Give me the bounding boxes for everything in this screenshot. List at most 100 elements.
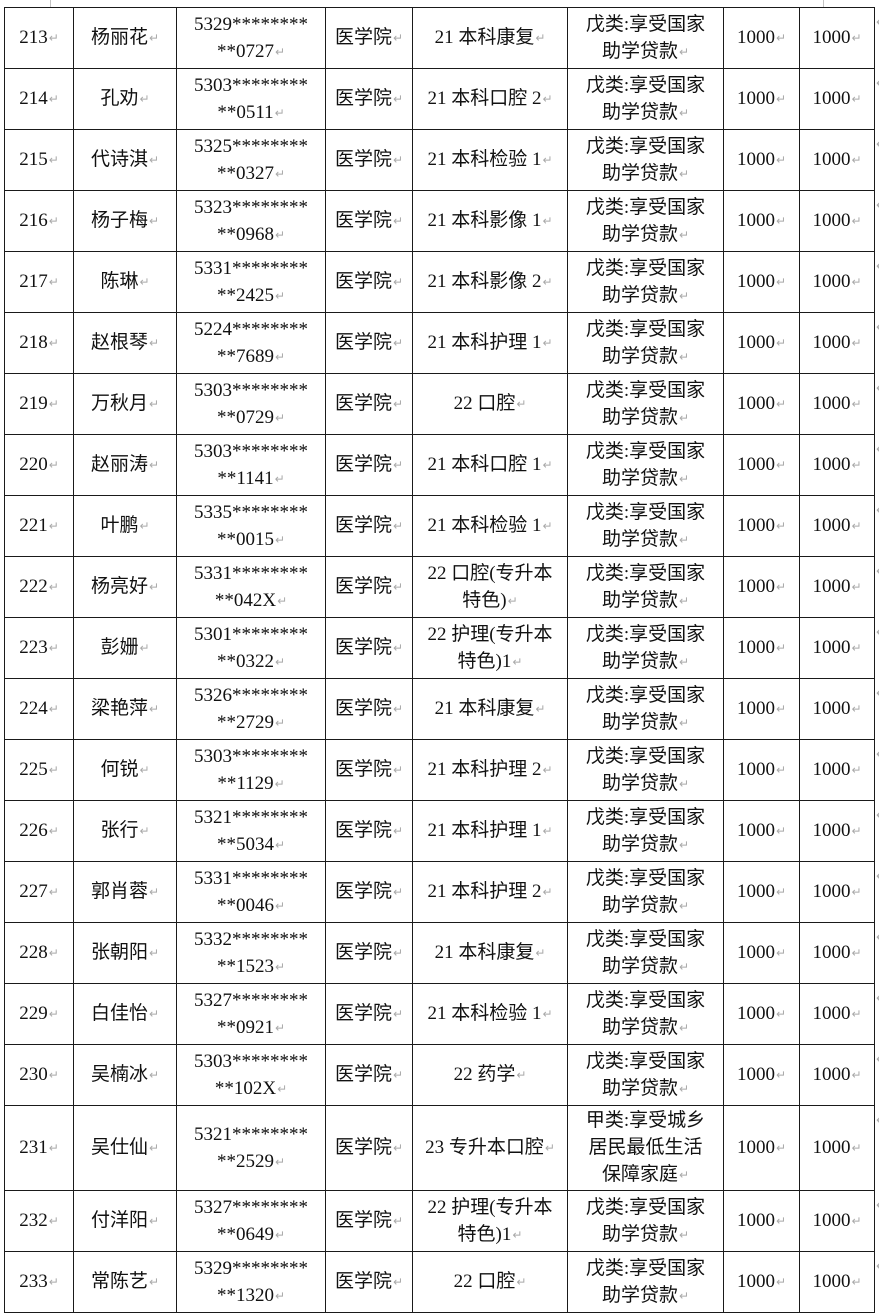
category-cell-text: 戊类:享受国家 bbox=[585, 501, 706, 523]
college-cell: 医学院↵ bbox=[325, 617, 413, 679]
cell-end-mark: ↵ bbox=[48, 580, 59, 594]
category-cell-text: 戊类:享受国家 bbox=[585, 74, 706, 96]
student-name-cell: 付洋阳↵ bbox=[73, 1190, 177, 1252]
category-cell-line: 戊类:享受国家 bbox=[570, 1048, 721, 1075]
class-cell: 22 护理(专升本 特色)1↵ bbox=[412, 1190, 568, 1252]
row-end-mark: ↵ bbox=[876, 564, 879, 578]
category-cell-text: 戊类:享受国家 bbox=[585, 13, 706, 35]
category-cell: 戊类:享受国家 助学贷款↵ bbox=[567, 495, 724, 557]
id-line-2-text: **0729 bbox=[216, 406, 274, 428]
cell-end-mark: ↵ bbox=[392, 92, 404, 106]
class-cell-line: 22 护理(专升本 bbox=[415, 1194, 565, 1221]
cell-end-mark: ↵ bbox=[851, 458, 862, 472]
cell-end-mark: ↵ bbox=[542, 519, 553, 533]
cell-end-mark: ↵ bbox=[775, 702, 787, 716]
cell-end-mark: ↵ bbox=[851, 92, 862, 106]
amount1-cell: 1000↵ bbox=[723, 861, 800, 923]
row-number-cell: 231↵ bbox=[4, 1105, 74, 1191]
student-name-cell-text: 郭肖蓉 bbox=[90, 881, 148, 902]
amount1-cell-text: 1000 bbox=[736, 1271, 775, 1292]
cell-end-mark: ↵ bbox=[48, 641, 59, 655]
category-cell-line: 戊类:享受国家 bbox=[570, 72, 721, 99]
cell-end-mark: ↵ bbox=[148, 702, 160, 716]
cell-end-mark: ↵ bbox=[392, 31, 404, 45]
student-name-cell: 常陈艺↵ bbox=[73, 1251, 177, 1313]
category-cell-text: 助学贷款 bbox=[601, 406, 678, 428]
college-cell: 医学院↵ bbox=[325, 678, 413, 740]
amount2-cell-text: 1000 bbox=[812, 515, 851, 536]
row-number-cell-text: 218 bbox=[19, 332, 48, 353]
category-cell-text: 甲类:享受城乡 bbox=[585, 1110, 706, 1131]
cell-end-mark: ↵ bbox=[507, 593, 518, 608]
class-cell-line: 21 本科影像 2↵ bbox=[415, 268, 565, 296]
cell-end-mark: ↵ bbox=[775, 31, 787, 45]
amount1-cell: 1000↵ bbox=[723, 800, 800, 862]
class-cell-text: 22 护理(专升本 bbox=[427, 1196, 553, 1218]
class-cell: 23 专升本口腔↵ bbox=[412, 1105, 568, 1191]
id-line-1: 5329******** bbox=[194, 13, 308, 35]
row-number-cell: 217↵ bbox=[4, 251, 74, 313]
amount1-cell: 1000↵ bbox=[723, 922, 800, 984]
category-cell: 戊类:享受国家 助学贷款↵ bbox=[567, 1190, 724, 1252]
cell-end-mark: ↵ bbox=[851, 763, 862, 777]
id-line-1: 5321******** bbox=[194, 806, 308, 828]
row-number-cell: 224↵ bbox=[4, 678, 74, 740]
amount2-cell-text: 1000 bbox=[812, 332, 851, 353]
id-number-cell: 5303******** **1141↵ bbox=[176, 434, 326, 496]
cell-end-mark: ↵ bbox=[392, 336, 404, 350]
amount1-cell-text: 1000 bbox=[736, 271, 775, 292]
table-row: 214↵ 孔劝↵ 5303******** **0511↵ 医学院↵ 21 本科口腔 2↵… bbox=[4, 68, 875, 130]
amount2-cell-text: 1000 bbox=[812, 637, 851, 658]
college-cell-text: 医学院 bbox=[334, 1210, 392, 1231]
row-end-mark: ↵ bbox=[876, 747, 879, 761]
cell-end-mark: ↵ bbox=[274, 288, 286, 303]
college-cell-text: 医学院 bbox=[334, 820, 392, 841]
row-number-cell-text: 227 bbox=[19, 881, 48, 902]
amount2-cell: 1000↵ bbox=[799, 922, 875, 984]
cell-end-mark: ↵ bbox=[535, 946, 546, 960]
table-row: 226↵ 张行↵ 5321******** **5034↵ 医学院↵ 21 本科护理 1↵… bbox=[4, 800, 875, 862]
id-line-2-text: **2425 bbox=[216, 284, 274, 306]
cell-end-mark: ↵ bbox=[542, 824, 553, 838]
class-cell-line: 21 本科口腔 2↵ bbox=[415, 85, 565, 113]
cell-end-mark: ↵ bbox=[512, 654, 523, 669]
category-cell: 戊类:享受国家 助学贷款↵ bbox=[567, 434, 724, 496]
student-name-cell-text: 孔劝 bbox=[100, 88, 139, 109]
row-number-cell-text: 232 bbox=[19, 1210, 48, 1231]
class-cell-line: 21 本科口腔 1↵ bbox=[415, 451, 565, 479]
id-line-2-text: **0015 bbox=[216, 528, 274, 550]
row-number-cell-text: 229 bbox=[19, 1003, 48, 1024]
cell-end-mark: ↵ bbox=[48, 946, 59, 960]
college-cell-text: 医学院 bbox=[334, 637, 392, 658]
cell-end-mark: ↵ bbox=[678, 898, 690, 913]
amount1-cell-text: 1000 bbox=[736, 820, 775, 841]
category-cell-text: 戊类:享受国家 bbox=[585, 1196, 706, 1218]
student-name-cell: 赵丽涛↵ bbox=[73, 434, 177, 496]
student-name-cell-text: 杨丽花 bbox=[90, 27, 148, 48]
cell-end-mark: ↵ bbox=[48, 1141, 59, 1155]
amount2-cell-text: 1000 bbox=[812, 698, 851, 719]
amount1-cell: 1000↵ bbox=[723, 434, 800, 496]
cell-end-mark: ↵ bbox=[274, 959, 286, 974]
category-cell-line: 助学贷款↵ bbox=[570, 587, 721, 615]
category-cell-text: 戊类:享受国家 bbox=[585, 1257, 706, 1279]
cell-end-mark: ↵ bbox=[542, 763, 553, 777]
id-line-2-text: **0727 bbox=[216, 40, 274, 62]
row-end-mark: ↵ bbox=[876, 320, 879, 334]
student-name-cell-text: 何锐 bbox=[100, 759, 139, 780]
amount2-cell: 1000↵ bbox=[799, 800, 875, 862]
category-cell-line: 助学贷款↵ bbox=[570, 99, 721, 127]
cell-end-mark: ↵ bbox=[148, 153, 160, 167]
row-number-cell: 223↵ bbox=[4, 617, 74, 679]
category-cell-line: 保障家庭↵ bbox=[570, 1161, 721, 1189]
row-number-cell: 232↵ bbox=[4, 1190, 74, 1252]
cell-end-mark: ↵ bbox=[851, 946, 862, 960]
cell-end-mark: ↵ bbox=[392, 1007, 404, 1021]
cell-end-mark: ↵ bbox=[274, 1020, 286, 1035]
college-cell-text: 医学院 bbox=[334, 759, 392, 780]
amount1-cell-text: 1000 bbox=[736, 1003, 775, 1024]
category-cell-text: 戊类:享受国家 bbox=[585, 196, 706, 218]
amount1-cell-text: 1000 bbox=[736, 332, 775, 353]
amount2-cell-text: 1000 bbox=[812, 1210, 851, 1231]
cell-end-mark: ↵ bbox=[274, 227, 286, 242]
